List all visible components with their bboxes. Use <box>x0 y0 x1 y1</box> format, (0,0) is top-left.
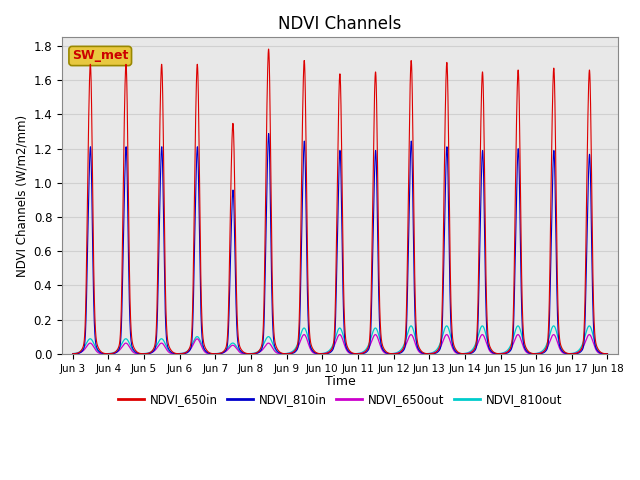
NDVI_650out <box>604 351 611 357</box>
NDVI_810in <box>604 351 611 357</box>
NDVI_650out <box>269 346 276 351</box>
Line: NDVI_810out: NDVI_810out <box>73 326 607 354</box>
NDVI_650in <box>490 349 497 355</box>
NDVI_810out <box>69 351 77 357</box>
NDVI_650out <box>183 349 191 355</box>
NDVI_650out <box>490 351 497 357</box>
Text: SW_met: SW_met <box>72 49 129 62</box>
NDVI_650out <box>414 347 422 353</box>
NDVI_650in <box>183 348 191 354</box>
Title: NDVI Channels: NDVI Channels <box>278 15 402 33</box>
NDVI_810in <box>265 131 273 136</box>
NDVI_650in <box>265 46 273 52</box>
NDVI_810out <box>490 350 497 356</box>
Line: NDVI_650out: NDVI_650out <box>73 335 607 354</box>
NDVI_810out <box>604 351 611 357</box>
NDVI_810out <box>602 351 609 357</box>
NDVI_810in <box>269 327 276 333</box>
NDVI_810in <box>490 350 497 356</box>
NDVI_650in <box>414 341 422 347</box>
NDVI_810out <box>269 341 276 347</box>
NDVI_650in <box>602 351 609 357</box>
Line: NDVI_810in: NDVI_810in <box>73 133 607 354</box>
Y-axis label: NDVI Channels (W/m2/mm): NDVI Channels (W/m2/mm) <box>15 115 28 276</box>
NDVI_650in <box>178 351 186 357</box>
NDVI_810in <box>602 351 609 357</box>
NDVI_650out <box>178 351 186 357</box>
X-axis label: Time: Time <box>324 375 355 388</box>
NDVI_810in <box>178 351 186 357</box>
NDVI_650out <box>586 332 593 337</box>
Legend: NDVI_650in, NDVI_810in, NDVI_650out, NDVI_810out: NDVI_650in, NDVI_810in, NDVI_650out, NDV… <box>113 389 567 411</box>
NDVI_650out <box>69 351 77 357</box>
NDVI_810out <box>514 323 522 329</box>
NDVI_810out <box>183 348 191 354</box>
NDVI_650in <box>69 351 77 357</box>
NDVI_650in <box>269 307 276 312</box>
NDVI_650out <box>602 351 609 357</box>
NDVI_810out <box>178 350 186 356</box>
NDVI_810in <box>69 351 77 357</box>
Line: NDVI_650in: NDVI_650in <box>73 49 607 354</box>
NDVI_650in <box>604 351 611 357</box>
NDVI_810in <box>414 345 422 351</box>
NDVI_810in <box>183 350 191 356</box>
NDVI_810out <box>414 343 422 349</box>
